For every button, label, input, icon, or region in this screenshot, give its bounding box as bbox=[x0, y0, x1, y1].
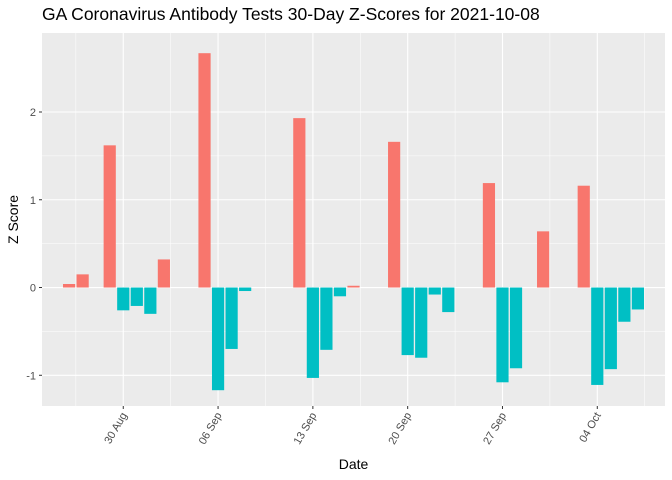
bar bbox=[239, 287, 252, 292]
bar bbox=[306, 287, 319, 378]
bar bbox=[62, 284, 76, 288]
bar bbox=[577, 185, 590, 288]
bar bbox=[225, 287, 238, 349]
bar bbox=[130, 287, 143, 306]
bar bbox=[76, 274, 89, 288]
x-tick-label: 27 Sep bbox=[481, 411, 509, 447]
bar bbox=[428, 287, 441, 295]
bar bbox=[496, 287, 509, 383]
minor-gridlines bbox=[42, 33, 665, 406]
bar bbox=[103, 145, 116, 288]
bar bbox=[537, 231, 550, 288]
y-tick-label: -1 bbox=[26, 370, 36, 382]
bar bbox=[211, 287, 225, 391]
bar bbox=[198, 53, 211, 288]
chart-title: GA Coronavirus Antibody Tests 30-Day Z-S… bbox=[42, 4, 540, 24]
plot-panel bbox=[42, 33, 665, 406]
y-axis: -1 0 1 2 bbox=[26, 107, 42, 382]
bar bbox=[388, 141, 401, 288]
bar bbox=[631, 287, 645, 310]
x-tick-label: 20 Sep bbox=[386, 411, 414, 447]
x-tick-label: 06 Sep bbox=[197, 411, 225, 447]
x-tick-label: 30 Aug bbox=[102, 411, 130, 447]
bar bbox=[347, 285, 360, 288]
bar bbox=[618, 287, 631, 322]
y-tick-label: 2 bbox=[30, 107, 36, 119]
x-axis: 30 Aug 06 Sep 13 Sep 20 Sep 27 Sep 04 Oct bbox=[102, 406, 604, 447]
x-axis-title: Date bbox=[339, 456, 369, 472]
bar bbox=[117, 287, 130, 311]
bar bbox=[401, 287, 414, 356]
y-axis-title: Z Score bbox=[5, 195, 21, 244]
bar bbox=[320, 287, 333, 350]
bar bbox=[293, 118, 306, 288]
bar bbox=[509, 287, 523, 369]
y-tick-label: 1 bbox=[30, 195, 36, 207]
bar bbox=[591, 287, 604, 385]
bar bbox=[333, 287, 347, 297]
bar bbox=[415, 287, 428, 358]
bars bbox=[62, 53, 645, 391]
bar bbox=[157, 259, 170, 288]
x-tick-label: 04 Oct bbox=[577, 411, 604, 445]
y-tick-label: 0 bbox=[30, 283, 36, 295]
bar bbox=[604, 287, 617, 370]
bar bbox=[442, 287, 455, 313]
bar bbox=[144, 287, 157, 314]
x-tick-label: 13 Sep bbox=[292, 411, 320, 447]
bar bbox=[482, 183, 496, 288]
